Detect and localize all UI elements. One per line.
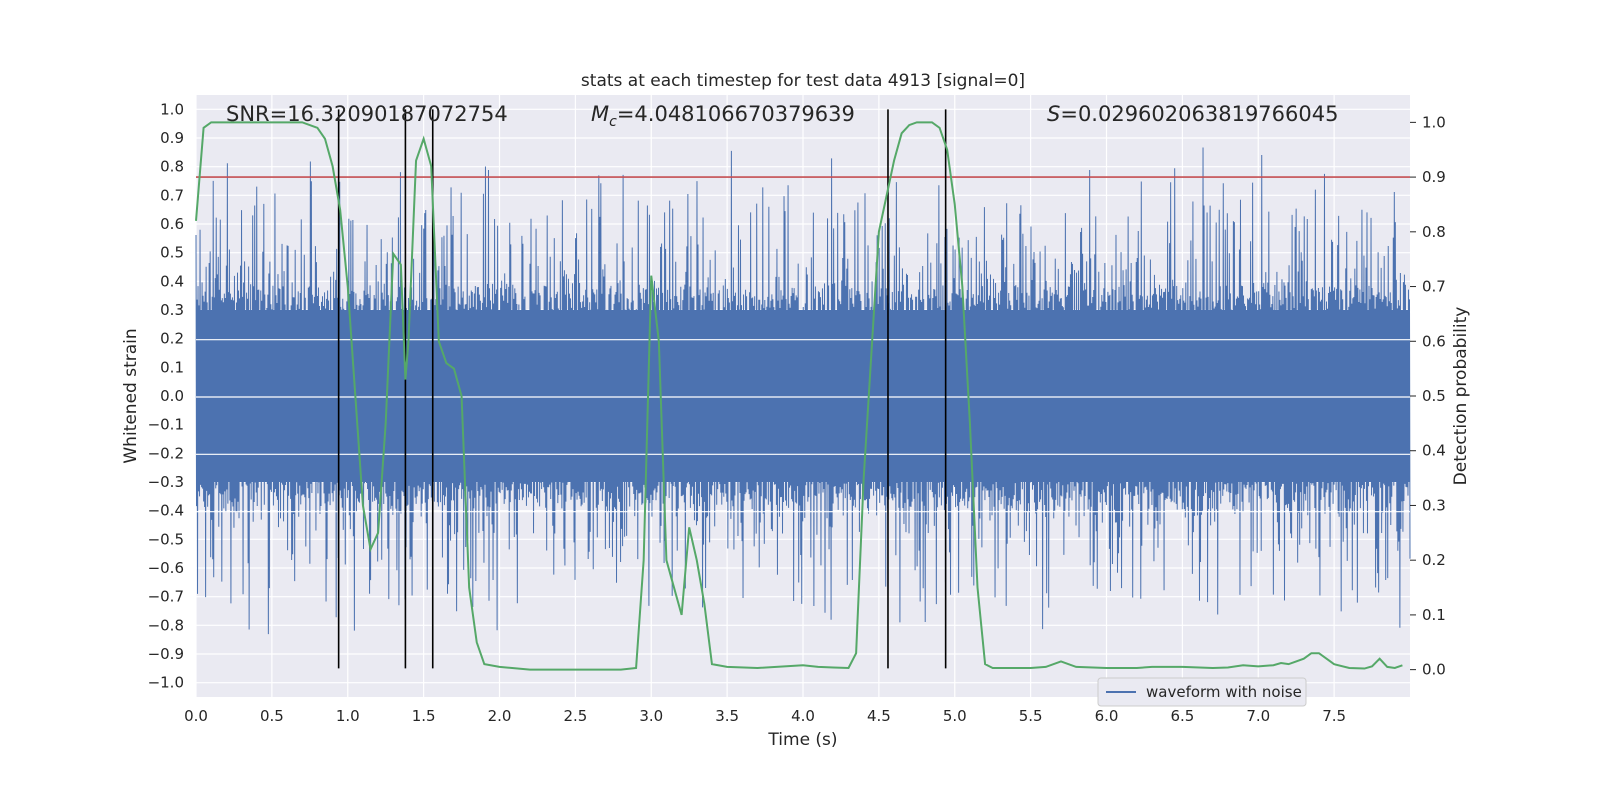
x-tick-label: 7.0	[1246, 707, 1270, 725]
y-left-tick-label: 1.0	[160, 100, 184, 118]
x-tick-label: 0.0	[184, 707, 208, 725]
y-right-tick-label: 0.5	[1422, 387, 1446, 405]
y-left-tick-label: 0.3	[160, 301, 184, 319]
legend-label-waveform: waveform with noise	[1146, 683, 1302, 701]
mc-subscript: c	[609, 114, 617, 130]
y-left-tick-label: −0.6	[148, 559, 184, 577]
x-tick-label: 7.5	[1322, 707, 1346, 725]
x-tick-label: 2.5	[563, 707, 587, 725]
s-annotation: S=0.029602063819766045	[1047, 102, 1338, 126]
y-right-axis-ticks: 1.0 0.9 0.8 0.7 0.6 0.5 0.4 0.3 0.2 0.1 0.0	[1410, 113, 1446, 679]
waveform-series	[195, 147, 1411, 635]
y-left-tick-label: −0.5	[148, 530, 184, 548]
y-left-tick-label: 0.6	[160, 215, 184, 233]
y-right-tick-label: 0.1	[1422, 606, 1446, 624]
y-left-tick-label: 0.9	[160, 129, 184, 147]
x-tick-label: 3.5	[715, 707, 739, 725]
x-tick-label: 4.0	[791, 707, 815, 725]
y-left-tick-label: −0.8	[148, 616, 184, 634]
s-value: =0.029602063819766045	[1060, 102, 1338, 126]
s-symbol: S	[1047, 102, 1060, 126]
y-right-tick-label: 0.8	[1422, 223, 1446, 241]
mc-annotation: Mc=4.048106670379639	[591, 102, 855, 130]
x-axis-label: Time (s)	[767, 730, 837, 750]
y-right-tick-label: 0.7	[1422, 278, 1446, 296]
chart-title: stats at each timestep for test data 491…	[581, 71, 1025, 91]
y-left-tick-label: 0.7	[160, 186, 184, 204]
mc-value: =4.048106670379639	[617, 102, 855, 126]
x-tick-label: 0.5	[260, 707, 284, 725]
legend: waveform with noise	[1097, 677, 1307, 707]
x-tick-label: 4.5	[867, 707, 891, 725]
y-left-tick-label: −0.1	[148, 416, 184, 434]
x-tick-label: 1.5	[412, 707, 436, 725]
y-left-tick-label: 0.1	[160, 358, 184, 376]
x-tick-label: 1.0	[336, 707, 360, 725]
y-right-tick-label: 0.9	[1422, 168, 1446, 186]
y-right-tick-label: 1.0	[1422, 113, 1446, 131]
y-left-tick-label: 0.4	[160, 272, 184, 290]
y-left-tick-label: 0.5	[160, 244, 184, 262]
y-left-tick-label: −1.0	[148, 674, 184, 692]
legend-box	[1097, 677, 1307, 707]
x-tick-label: 6.5	[1170, 707, 1194, 725]
y-left-tick-label: −0.9	[148, 645, 184, 663]
y-left-axis-ticks: 1.0 0.9 0.8 0.7 0.6 0.5 0.4 0.3 0.2 0.1 0.0 −0.1 −0.…	[148, 100, 184, 691]
y-left-tick-label: 0.0	[160, 387, 184, 405]
y-left-tick-label: 0.8	[160, 158, 184, 176]
y-right-tick-label: 0.3	[1422, 496, 1446, 514]
x-tick-label: 5.5	[1019, 707, 1043, 725]
y-left-tick-label: −0.2	[148, 444, 184, 462]
detection-probability-series	[195, 121, 1403, 671]
y-left-tick-label: −0.4	[148, 502, 184, 520]
y-left-tick-label: −0.7	[148, 588, 184, 606]
y-left-axis-label: Whitened strain	[121, 328, 141, 463]
snr-annotation: SNR=16.32090187072754	[226, 102, 508, 126]
x-tick-label: 3.0	[639, 707, 663, 725]
y-left-tick-label: −0.3	[148, 473, 184, 491]
y-right-tick-label: 0.0	[1422, 661, 1446, 679]
x-tick-label: 2.0	[488, 707, 512, 725]
x-tick-label: 5.0	[943, 707, 967, 725]
y-right-tick-label: 0.2	[1422, 551, 1446, 569]
y-right-tick-label: 0.4	[1422, 442, 1446, 460]
y-left-tick-label: 0.2	[160, 330, 184, 348]
waveform-core-band	[196, 310, 1410, 482]
x-tick-label: 6.0	[1095, 707, 1119, 725]
y-right-axis-label: Detection probability	[1451, 307, 1471, 486]
probability-line	[195, 121, 1403, 671]
mc-symbol: M	[591, 102, 609, 126]
x-axis-ticks: 0.0 0.5 1.0 1.5 2.0 2.5 3.0 3.5 4.0 4.5 5.0 5.5 6.0 6…	[184, 707, 1346, 725]
y-right-tick-label: 0.6	[1422, 332, 1446, 350]
